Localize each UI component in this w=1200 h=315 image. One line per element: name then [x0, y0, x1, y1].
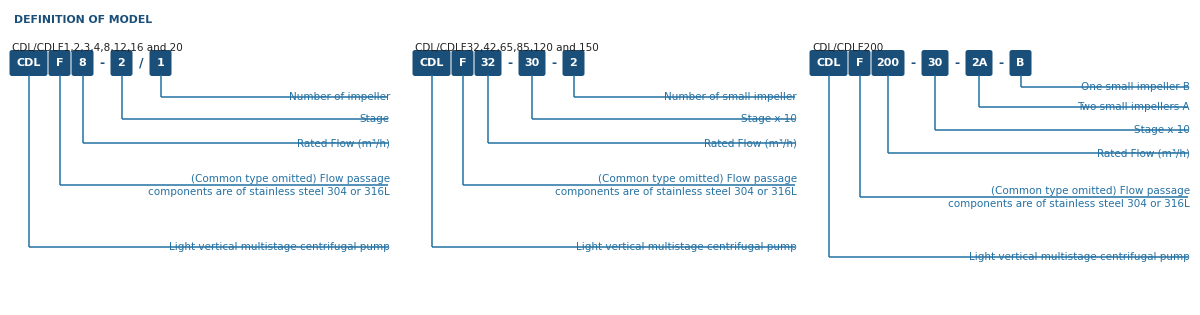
Text: -: -	[552, 56, 557, 70]
Text: Number of impeller: Number of impeller	[289, 92, 390, 102]
Text: 200: 200	[876, 58, 900, 68]
Text: Light vertical multistage centrifugal pump: Light vertical multistage centrifugal pu…	[169, 242, 390, 252]
Text: components are of stainless steel 304 or 316L: components are of stainless steel 304 or…	[948, 199, 1190, 209]
Text: (Common type omitted) Flow passage: (Common type omitted) Flow passage	[598, 174, 797, 184]
Text: -: -	[954, 56, 960, 70]
Text: 32: 32	[480, 58, 496, 68]
Text: Stage: Stage	[360, 114, 390, 124]
Text: DEFINITION OF MODEL: DEFINITION OF MODEL	[14, 15, 152, 25]
Text: CDL: CDL	[419, 58, 444, 68]
Text: F: F	[856, 58, 863, 68]
Text: -: -	[508, 56, 512, 70]
Text: (Common type omitted) Flow passage: (Common type omitted) Flow passage	[191, 174, 390, 184]
FancyBboxPatch shape	[810, 50, 847, 76]
Text: Stage x 10: Stage x 10	[742, 114, 797, 124]
Text: Stage x 10: Stage x 10	[1134, 125, 1190, 135]
FancyBboxPatch shape	[48, 50, 71, 76]
Text: components are of stainless steel 304 or 316L: components are of stainless steel 304 or…	[149, 187, 390, 197]
Text: -: -	[911, 56, 916, 70]
Text: Rated Flow (m³/h): Rated Flow (m³/h)	[298, 138, 390, 148]
Text: Light vertical multistage centrifugal pump: Light vertical multistage centrifugal pu…	[576, 242, 797, 252]
Text: components are of stainless steel 304 or 316L: components are of stainless steel 304 or…	[556, 187, 797, 197]
FancyBboxPatch shape	[474, 50, 502, 76]
FancyBboxPatch shape	[110, 50, 132, 76]
Text: (Common type omitted) Flow passage: (Common type omitted) Flow passage	[991, 186, 1190, 196]
Text: CDL/CDLF32,42,65,85,120 and 150: CDL/CDLF32,42,65,85,120 and 150	[415, 43, 599, 53]
Text: CDL: CDL	[17, 58, 41, 68]
FancyBboxPatch shape	[871, 50, 905, 76]
Text: Two small impellers A: Two small impellers A	[1078, 102, 1190, 112]
Text: CDL: CDL	[816, 58, 841, 68]
FancyBboxPatch shape	[413, 50, 450, 76]
Text: Rated Flow (m³/h): Rated Flow (m³/h)	[1097, 148, 1190, 158]
Text: -: -	[100, 56, 104, 70]
FancyBboxPatch shape	[848, 50, 870, 76]
Text: 30: 30	[524, 58, 540, 68]
Text: 8: 8	[79, 58, 86, 68]
FancyBboxPatch shape	[150, 50, 172, 76]
Text: -: -	[998, 56, 1003, 70]
Text: F: F	[458, 58, 467, 68]
Text: B: B	[1016, 58, 1025, 68]
FancyBboxPatch shape	[1009, 50, 1032, 76]
FancyBboxPatch shape	[563, 50, 584, 76]
FancyBboxPatch shape	[518, 50, 546, 76]
Text: One small impeller B: One small impeller B	[1081, 82, 1190, 92]
Text: 30: 30	[928, 58, 943, 68]
Text: Number of small impeller: Number of small impeller	[665, 92, 797, 102]
FancyBboxPatch shape	[922, 50, 948, 76]
Text: 2: 2	[118, 58, 125, 68]
FancyBboxPatch shape	[72, 50, 94, 76]
Text: CDL/CDLF200: CDL/CDLF200	[812, 43, 883, 53]
Text: 2A: 2A	[971, 58, 988, 68]
Text: 1: 1	[157, 58, 164, 68]
FancyBboxPatch shape	[966, 50, 992, 76]
Text: 2: 2	[570, 58, 577, 68]
Text: F: F	[55, 58, 64, 68]
Text: CDL/CDLF1,2,3,4,8,12,16 and 20: CDL/CDLF1,2,3,4,8,12,16 and 20	[12, 43, 182, 53]
Text: Light vertical multistage centrifugal pump: Light vertical multistage centrifugal pu…	[970, 252, 1190, 262]
FancyBboxPatch shape	[10, 50, 48, 76]
Text: /: /	[139, 56, 143, 70]
FancyBboxPatch shape	[451, 50, 474, 76]
Text: Rated Flow (m³/h): Rated Flow (m³/h)	[704, 138, 797, 148]
